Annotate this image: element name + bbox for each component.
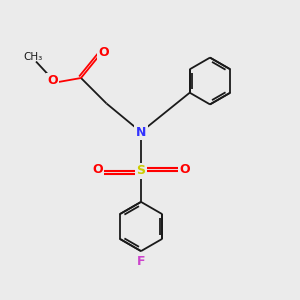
- Text: F: F: [137, 255, 145, 268]
- Text: CH₃: CH₃: [23, 52, 43, 62]
- Text: O: O: [98, 46, 109, 59]
- Text: N: N: [136, 125, 146, 139]
- Text: O: O: [92, 163, 103, 176]
- Text: S: S: [136, 164, 146, 178]
- Text: O: O: [179, 163, 190, 176]
- Text: O: O: [47, 74, 58, 88]
